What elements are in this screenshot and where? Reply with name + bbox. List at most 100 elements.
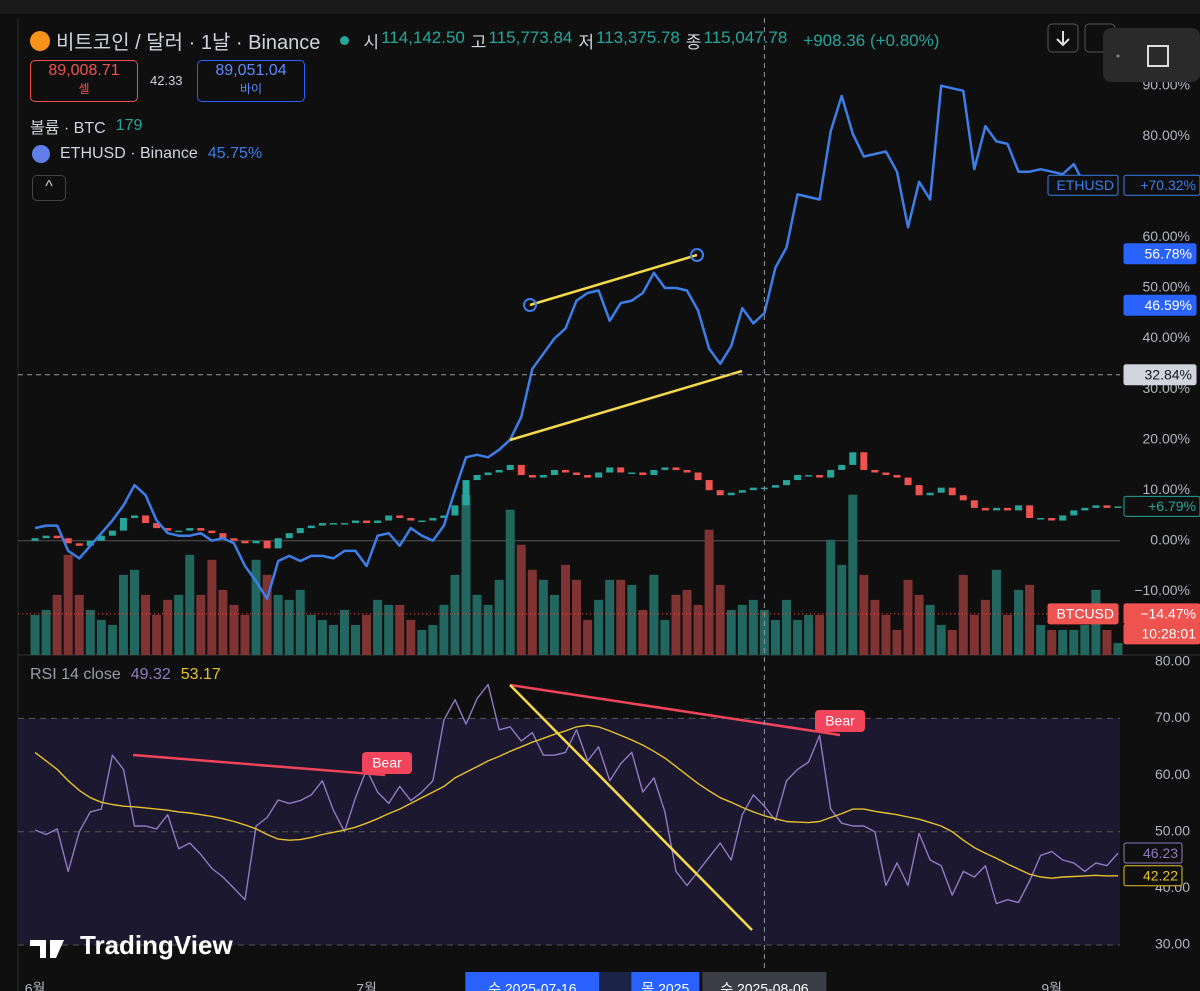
x-tick-label: 6월 xyxy=(25,981,46,991)
download-icon xyxy=(1056,31,1070,47)
sell-label: 셀 xyxy=(78,82,90,96)
volume-bar xyxy=(936,624,946,655)
y-tick-label: 50.00 xyxy=(1155,822,1190,838)
buy-button[interactable]: 89,051.04 바이 xyxy=(197,60,305,102)
candle xyxy=(396,515,404,518)
divergence-line xyxy=(132,753,386,777)
buy-price: 89,051.04 xyxy=(215,62,287,79)
compare-value: 45.75% xyxy=(207,145,263,162)
candle xyxy=(285,533,293,539)
candle xyxy=(219,533,227,539)
candle xyxy=(904,477,912,486)
volume-bar xyxy=(251,559,261,655)
candle xyxy=(263,540,271,549)
candle xyxy=(97,535,105,541)
candle xyxy=(794,475,802,481)
candle xyxy=(827,469,835,478)
candle xyxy=(197,528,205,531)
candle xyxy=(849,452,857,465)
bear-tag xyxy=(815,710,865,732)
candle xyxy=(617,467,625,473)
sell-button[interactable]: 89,008.71 셀 xyxy=(30,60,138,102)
candle xyxy=(119,517,127,531)
volume-bar xyxy=(826,539,836,655)
candle xyxy=(1059,515,1067,521)
volume-bar xyxy=(969,614,979,655)
volume-label: 볼륨 · BTC xyxy=(30,120,106,137)
collapse-button[interactable]: ^ xyxy=(32,175,66,201)
candle xyxy=(561,469,569,473)
candle xyxy=(716,490,724,496)
volume-bar xyxy=(804,614,814,655)
volume-bar xyxy=(837,564,847,655)
y-tick-label: 80.00% xyxy=(1143,127,1190,143)
rsi-value: 49.32 xyxy=(130,666,171,683)
volume-bar xyxy=(439,604,449,655)
candle xyxy=(1015,505,1023,511)
candle xyxy=(782,480,790,486)
volume-bar xyxy=(594,599,604,655)
y-tick-label: 20.00% xyxy=(1143,430,1190,446)
volume-bar xyxy=(30,614,40,655)
bear-tag xyxy=(362,752,412,774)
volume-bar xyxy=(715,584,725,655)
candle xyxy=(771,485,779,488)
y-tick-label: 60.00 xyxy=(1155,766,1190,782)
candle xyxy=(142,515,150,524)
marker-label-box xyxy=(1123,294,1197,316)
date-label-box xyxy=(631,972,700,991)
x-tick-label: 9월 xyxy=(1041,981,1062,991)
candle xyxy=(550,469,558,476)
candle xyxy=(86,540,94,546)
ohlc-value: 115,047.78 xyxy=(703,28,788,47)
crosshair-label: 32.84% xyxy=(1145,366,1192,382)
volume-bar xyxy=(494,579,504,655)
volume-bar xyxy=(627,584,637,655)
x-tick-label: 7월 xyxy=(356,981,377,991)
candle xyxy=(705,480,713,491)
candle xyxy=(352,520,360,524)
candle xyxy=(1103,505,1111,508)
candle xyxy=(318,523,326,526)
candle xyxy=(1026,505,1034,518)
trend-line xyxy=(509,369,743,442)
volume-value: 179 xyxy=(115,117,143,134)
volume-bar xyxy=(196,594,206,655)
volume-bar xyxy=(1025,584,1035,655)
volume-bar xyxy=(107,624,117,655)
candle xyxy=(75,543,83,546)
volume-bar xyxy=(870,599,880,655)
volume-bar xyxy=(527,569,537,655)
candle xyxy=(893,475,901,478)
volume-bar xyxy=(572,579,582,655)
volume-bar xyxy=(207,559,217,655)
bear-label: Bear xyxy=(825,713,855,729)
volume-bar xyxy=(881,614,891,655)
volume-bar xyxy=(638,609,648,655)
volume-bar xyxy=(362,614,372,655)
candle xyxy=(749,487,757,491)
candle xyxy=(241,540,249,544)
volume-bar xyxy=(693,604,703,655)
ohlc-label: 저 xyxy=(578,33,594,52)
volume-bar xyxy=(660,619,670,655)
candle xyxy=(573,472,581,476)
candle xyxy=(871,469,879,473)
grip xyxy=(1116,54,1120,58)
toolbar xyxy=(1103,28,1200,82)
spread: 42.33 xyxy=(150,73,183,88)
volume-bar xyxy=(748,599,758,655)
volume-bar xyxy=(726,609,736,655)
buy-label: 바이 xyxy=(239,82,263,96)
candle xyxy=(230,538,238,541)
volume-bar xyxy=(583,619,593,655)
volume-bar xyxy=(152,614,162,655)
y-tick-label: 70.00 xyxy=(1155,709,1190,725)
candle xyxy=(727,492,735,496)
candle xyxy=(683,469,691,473)
volume-bar xyxy=(130,569,140,655)
volume-bar xyxy=(1047,629,1057,655)
candle xyxy=(539,475,547,478)
layout-icon[interactable] xyxy=(1147,45,1169,67)
rsi-label: RSI 14 close xyxy=(30,666,121,683)
